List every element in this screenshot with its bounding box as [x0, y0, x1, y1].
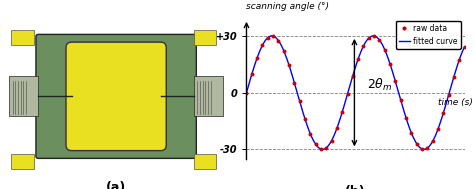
Point [344, 92, 351, 95]
Point [375, 39, 383, 42]
Legend: raw data, fitted curve: raw data, fitted curve [396, 21, 461, 49]
Point [461, 45, 468, 48]
Point [280, 49, 288, 52]
Text: $2\theta_m$: $2\theta_m$ [367, 77, 393, 93]
Point [445, 94, 452, 97]
Point [317, 148, 325, 151]
Point [439, 112, 447, 115]
Point [365, 36, 373, 40]
Text: time (s): time (s) [438, 98, 473, 107]
Point [296, 100, 303, 103]
Point [418, 147, 426, 150]
Point [397, 98, 404, 101]
Point [392, 80, 399, 83]
Point [370, 34, 378, 37]
Point [259, 44, 266, 47]
Bar [194, 77, 223, 116]
Point [253, 56, 261, 59]
Point [349, 74, 356, 77]
Point [312, 143, 319, 146]
Point [338, 111, 346, 114]
FancyBboxPatch shape [66, 42, 166, 151]
Point [429, 140, 437, 143]
Text: scanning angle (°): scanning angle (°) [246, 2, 329, 11]
Point [402, 116, 410, 119]
Point [301, 117, 309, 120]
Bar [9, 77, 38, 116]
Point [322, 146, 330, 149]
Point [264, 36, 272, 39]
Point [307, 132, 314, 135]
Point [386, 63, 394, 66]
Point [274, 39, 282, 42]
Point [285, 64, 293, 67]
Point [291, 81, 298, 84]
Point [413, 142, 420, 145]
Bar [11, 154, 34, 170]
Point [381, 48, 389, 51]
Point [360, 44, 367, 47]
Text: (a): (a) [106, 180, 126, 189]
Point [243, 91, 250, 94]
Point [434, 128, 442, 131]
Point [456, 58, 463, 61]
Bar [194, 154, 216, 170]
Point [333, 127, 341, 130]
Point [408, 131, 415, 134]
Point [355, 57, 362, 60]
Point [423, 147, 431, 150]
FancyBboxPatch shape [36, 34, 196, 158]
Point [269, 35, 277, 38]
Bar [194, 30, 216, 46]
Point [248, 73, 255, 76]
Point [450, 75, 458, 78]
Text: (b): (b) [345, 185, 366, 189]
Bar [11, 30, 34, 46]
Point [328, 139, 336, 142]
